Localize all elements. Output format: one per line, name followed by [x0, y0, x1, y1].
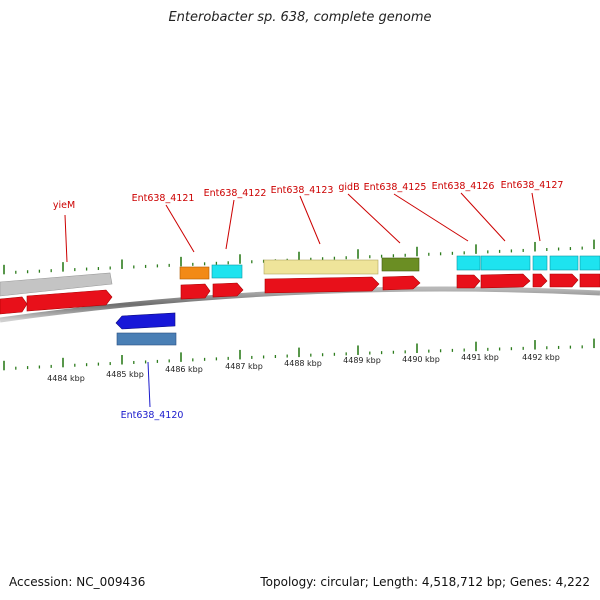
accession-text: Accession: NC_009436: [9, 575, 146, 589]
gene-label-ent638-4126[interactable]: Ent638_4126: [432, 181, 495, 192]
cds-arrow-right-1[interactable]: [549, 273, 579, 288]
gene-label-ent638-4120[interactable]: Ent638_4120: [121, 410, 184, 421]
scale-label-4488: 4488 kbp: [284, 359, 322, 368]
cds-arrow-gidB[interactable]: [382, 275, 421, 291]
leader-gidB: [347, 193, 401, 244]
gene-label-yieM[interactable]: yieM: [53, 200, 75, 211]
lower-tick-row: [3, 338, 595, 371]
cds-arrow-yieM[interactable]: [26, 289, 113, 312]
gene-label-ent638-4123[interactable]: Ent638_4123: [271, 185, 334, 196]
scale-label-4491: 4491 kbp: [461, 353, 499, 362]
gene-label-ent638-4122[interactable]: Ent638_4122: [204, 188, 267, 199]
label-leader-lines: [64, 192, 541, 408]
upper-tick-row: [3, 239, 595, 275]
cds-arrow-4127[interactable]: [532, 273, 548, 288]
cds-arrow-4123[interactable]: [264, 276, 380, 294]
features: [0, 255, 600, 346]
gene-block-cyan-4127[interactable]: [532, 255, 548, 271]
gene-label-gidB[interactable]: gidB: [338, 182, 359, 193]
leader-4123: [299, 195, 321, 245]
scale-label-4485: 4485 kbp: [106, 370, 144, 379]
scale-label-4489: 4489 kbp: [343, 356, 381, 365]
leader-4120: [147, 361, 151, 408]
cds-arrow-4125[interactable]: [456, 274, 481, 289]
gene-label-ent638-4125[interactable]: Ent638_4125: [364, 182, 427, 193]
gene-block-khaki-4123[interactable]: [263, 259, 379, 275]
cds-arrow-4122[interactable]: [212, 282, 244, 298]
leader-4122: [225, 199, 235, 250]
cds-arrow-left-1[interactable]: [0, 296, 28, 315]
cds-arrow-4126[interactable]: [480, 273, 531, 289]
gene-block-steelblue-4120[interactable]: [116, 332, 177, 346]
gene-block-cyan-right-1[interactable]: [549, 255, 579, 271]
leader-4121: [165, 204, 195, 253]
scale-label-4484: 4484 kbp: [47, 374, 85, 383]
gene-labels: yieM Ent638_4121 Ent638_4122 Ent638_4123…: [53, 180, 564, 421]
gene-block-olive-gidB[interactable]: [381, 257, 420, 272]
cds-arrow-4121[interactable]: [180, 283, 211, 300]
cds-arrow-reverse-4120[interactable]: [115, 312, 176, 330]
gene-label-ent638-4127[interactable]: Ent638_4127: [501, 180, 564, 191]
gene-block-gray-left[interactable]: [0, 272, 113, 297]
gene-block-cyan-4122[interactable]: [211, 264, 243, 279]
scale-labels: 4484 kbp 4485 kbp 4486 kbp 4487 kbp 4488…: [47, 353, 560, 383]
leader-4125: [393, 193, 469, 242]
scale-label-4486: 4486 kbp: [165, 365, 203, 374]
gene-block-cyan-4125[interactable]: [456, 255, 481, 271]
scale-label-4487: 4487 kbp: [225, 362, 263, 371]
scale-label-4490: 4490 kbp: [402, 355, 440, 364]
gene-block-orange-4121[interactable]: [179, 266, 210, 280]
leader-4126: [460, 192, 506, 242]
leader-yieM: [64, 214, 68, 263]
map-title: Enterobacter sp. 638, complete genome: [168, 10, 432, 25]
gene-block-cyan-right-2[interactable]: [579, 255, 600, 271]
topology-text: Topology: circular; Length: 4,518,712 bp…: [260, 575, 590, 589]
gene-label-ent638-4121[interactable]: Ent638_4121: [132, 193, 195, 204]
gene-block-cyan-4126[interactable]: [480, 255, 531, 271]
scale-label-4492: 4492 kbp: [522, 353, 560, 362]
leader-4127: [531, 192, 541, 242]
cds-arrow-right-2[interactable]: [579, 273, 600, 288]
